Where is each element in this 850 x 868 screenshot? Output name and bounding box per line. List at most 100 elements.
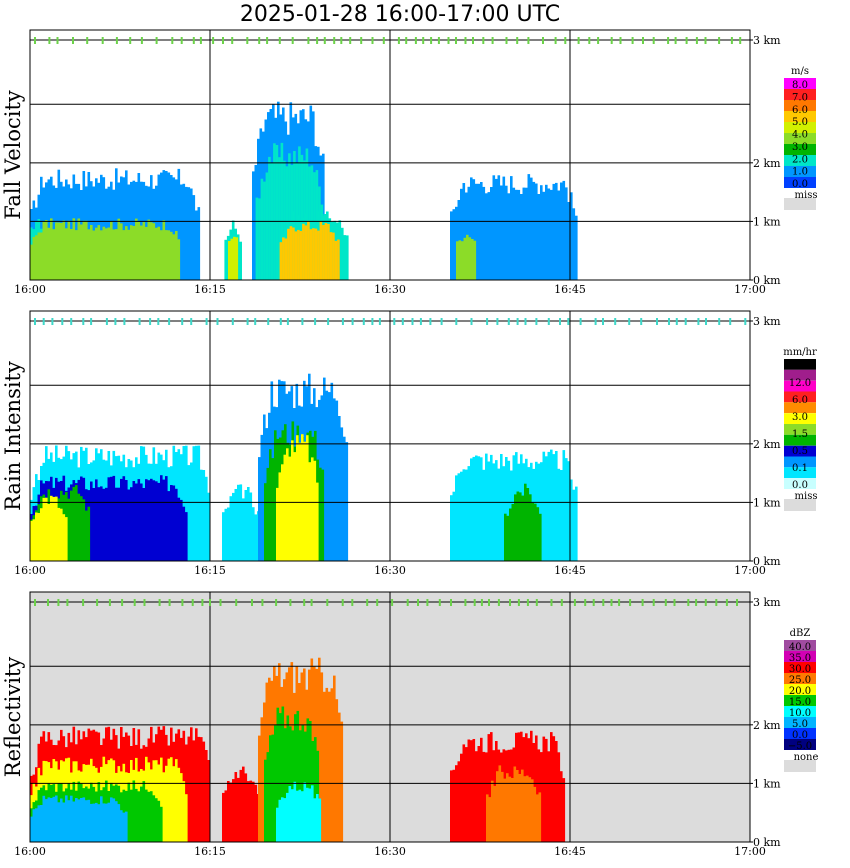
band-mark xyxy=(278,37,281,44)
data-column xyxy=(502,176,506,280)
colorbar-label: 0.1 xyxy=(792,463,808,474)
colorbar-label: 8.0 xyxy=(792,80,808,91)
data-column xyxy=(60,798,63,842)
data-column xyxy=(125,480,128,561)
data-column xyxy=(273,143,276,280)
data-column xyxy=(82,220,86,280)
data-column xyxy=(125,811,128,842)
data-column xyxy=(102,226,106,280)
data-column xyxy=(462,469,466,561)
data-column xyxy=(57,507,61,561)
data-column xyxy=(47,797,51,842)
colorbar-swatch xyxy=(784,424,816,435)
data-column xyxy=(319,467,322,561)
data-column xyxy=(552,183,556,280)
data-column xyxy=(274,430,277,561)
data-column xyxy=(330,382,334,561)
data-column xyxy=(536,507,540,561)
data-column xyxy=(300,154,304,280)
data-column xyxy=(335,400,339,561)
data-column xyxy=(343,235,347,280)
colorbar-swatch xyxy=(784,391,816,403)
band-mark xyxy=(695,37,698,44)
data-column xyxy=(182,183,186,280)
data-column xyxy=(296,790,299,842)
data-column xyxy=(252,781,255,842)
colorbar-swatch xyxy=(784,359,816,370)
band-mark xyxy=(190,318,193,325)
band-mark xyxy=(419,318,422,325)
y-tick-label: 2 km xyxy=(753,438,781,451)
colorbar-swatch xyxy=(784,640,816,651)
band-mark xyxy=(667,37,670,44)
data-column xyxy=(575,215,578,280)
data-column xyxy=(130,225,133,280)
data-column xyxy=(281,797,284,842)
data-column xyxy=(518,774,522,842)
band-mark xyxy=(42,318,45,325)
band-mark xyxy=(314,318,317,325)
data-column xyxy=(150,791,153,842)
data-column xyxy=(135,788,138,842)
band-mark xyxy=(652,599,655,606)
data-column xyxy=(95,227,98,280)
band-mark xyxy=(86,37,89,44)
data-column xyxy=(452,491,456,561)
data-column xyxy=(523,776,527,842)
band-mark xyxy=(286,318,289,325)
data-column xyxy=(557,752,561,842)
band-mark xyxy=(397,37,400,44)
x-tick-label: 16:45 xyxy=(554,564,586,577)
data-column xyxy=(115,801,118,842)
colorbar-miss-label: miss xyxy=(795,190,818,201)
band-mark xyxy=(34,318,36,325)
data-column xyxy=(487,192,491,280)
data-column xyxy=(195,728,198,842)
data-column xyxy=(457,761,461,842)
data-column xyxy=(491,780,494,842)
band-mark xyxy=(222,37,224,44)
data-column xyxy=(137,791,141,842)
data-column xyxy=(152,223,156,280)
data-column xyxy=(150,222,153,280)
data-column xyxy=(200,469,203,561)
data-column xyxy=(72,218,76,280)
band-mark xyxy=(687,599,690,606)
colorbar-label: 20.0 xyxy=(789,686,811,697)
data-column xyxy=(260,178,264,280)
data-column xyxy=(260,717,264,842)
band-mark xyxy=(235,599,238,606)
colorbar-label: 0.0 xyxy=(792,730,808,741)
data-column xyxy=(505,457,508,561)
band-mark xyxy=(326,599,329,606)
data-column xyxy=(269,735,272,842)
x-tick-label: 16:15 xyxy=(194,845,226,858)
data-column xyxy=(227,507,230,561)
band-mark xyxy=(181,318,184,325)
data-column xyxy=(170,485,173,561)
data-column xyxy=(234,772,238,842)
data-column xyxy=(207,492,211,561)
data-column xyxy=(110,476,113,561)
data-column xyxy=(160,172,163,280)
data-column xyxy=(62,220,66,280)
data-column xyxy=(324,223,328,280)
data-column xyxy=(460,753,463,842)
colorbar-swatch xyxy=(784,369,816,381)
data-column xyxy=(102,803,106,842)
data-column xyxy=(503,778,507,842)
data-column xyxy=(247,781,250,842)
data-column xyxy=(55,496,58,561)
band-mark xyxy=(291,37,294,44)
data-column xyxy=(288,153,291,280)
band-mark xyxy=(602,318,604,325)
data-column xyxy=(32,809,36,842)
data-column xyxy=(180,184,183,280)
data-region-10 xyxy=(504,483,542,561)
band-mark xyxy=(82,318,85,325)
band-mark xyxy=(171,37,174,44)
data-column xyxy=(284,238,288,280)
colorbar-swatch xyxy=(784,728,816,739)
data-column xyxy=(496,771,499,842)
band-mark xyxy=(393,318,396,325)
